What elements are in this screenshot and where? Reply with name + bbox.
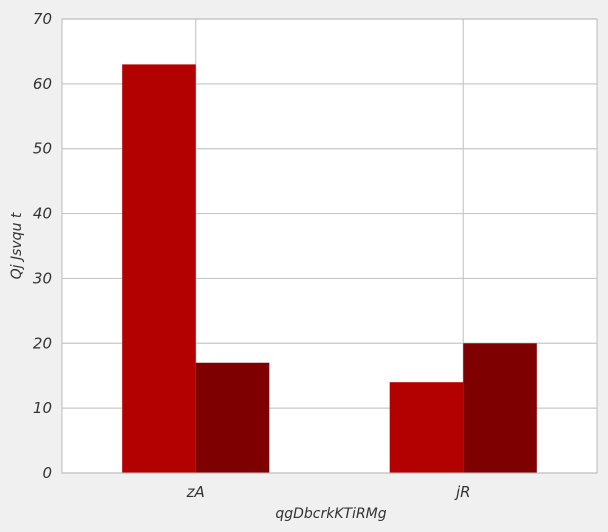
y-tick-label: 40 — [33, 205, 52, 223]
x-axis-ticks: zA jR — [186, 483, 471, 501]
x-tick-label: jR — [454, 483, 471, 501]
y-axis-label: Qj Jsvqu t — [9, 212, 25, 279]
x-axis-label: qgDbcrkKTiRMg — [275, 506, 386, 522]
y-tick-label: 20 — [33, 334, 52, 352]
y-tick-label: 50 — [33, 140, 52, 158]
bars — [122, 64, 537, 474]
y-tick-label: 10 — [33, 399, 52, 417]
y-tick-label: 30 — [33, 269, 52, 287]
y-tick-label: 0 — [42, 464, 52, 482]
bar — [122, 64, 196, 474]
bar — [389, 382, 464, 473]
x-tick-label: zA — [186, 483, 205, 501]
plot-frame — [61, 18, 598, 474]
y-tick-label: 60 — [33, 75, 52, 93]
y-axis-ticks: 0 10 20 30 40 50 60 70 — [33, 10, 52, 482]
bar — [195, 362, 270, 473]
y-tick-label: 70 — [33, 10, 52, 28]
bar — [463, 343, 537, 473]
